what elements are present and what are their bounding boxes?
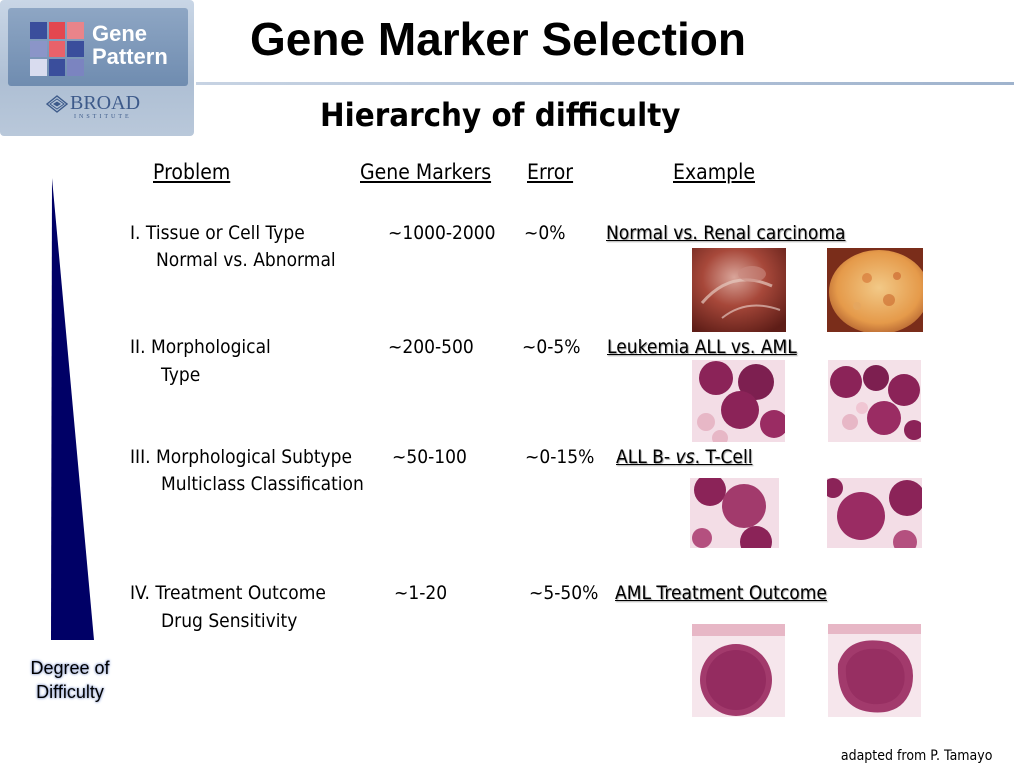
title-divider (196, 82, 1014, 85)
row3-gene-markers: ~50-100 (392, 446, 467, 468)
row3-example: ALL B- vs. T-Cell (616, 446, 752, 468)
row4-example-text: AML Treatment Outcome (615, 582, 827, 604)
logo-grid-square (48, 59, 66, 76)
broad-wordmark: BROAD (70, 92, 141, 114)
row3-example-part3: . T-Cell (694, 446, 753, 468)
slide-subtitle: Hierarchy of difficulty (320, 96, 681, 134)
row3-problem-detail: Multiclass Classification (161, 473, 364, 495)
slide-title: Gene Marker Selection (250, 13, 746, 65)
row4-problem-detail: Drug Sensitivity (161, 610, 298, 632)
row4-gene-markers: ~1-20 (394, 582, 448, 604)
all-t-cell-image (827, 478, 922, 548)
broad-mark-icon (46, 95, 68, 113)
header-example: Example (673, 160, 755, 184)
genepattern-logo-panel: Gene Pattern (8, 8, 188, 86)
logo-grid-square (67, 40, 84, 58)
leukemia-aml-cells-image (828, 360, 921, 442)
header-error: Error (527, 160, 574, 184)
row2-example-text: Leukemia ALL vs. AML (607, 336, 797, 358)
renal-carcinoma-tissue-image (827, 248, 923, 332)
row3-error: ~0-15% (525, 446, 595, 468)
genepattern-wordmark: Gene Pattern (92, 22, 168, 68)
row4-problem: IV. Treatment Outcome (130, 582, 326, 604)
logo-line-pattern: Pattern (92, 44, 168, 69)
row2-example: Leukemia ALL vs. AML (607, 336, 797, 358)
logo-grid-square (48, 40, 66, 58)
genepattern-broad-logo: Gene Pattern BROAD INSTITUTE (0, 0, 194, 136)
genepattern-grid-icon (30, 22, 84, 76)
row2-problem-detail: Type (161, 364, 201, 386)
difficulty-label-line2: Difficulty (36, 682, 104, 702)
row1-example-text: Normal vs. Renal carcinoma (606, 222, 846, 244)
header-problem: Problem (153, 160, 231, 184)
logo-grid-square (48, 22, 66, 39)
source-credit: adapted from P. Tamayo (840, 748, 992, 764)
row4-error: ~5-50% (529, 582, 599, 604)
logo-grid-square (67, 59, 84, 76)
header-gene-markers: Gene Markers (360, 160, 492, 184)
row3-example-part1: ALL B- (616, 446, 676, 468)
row4-example: AML Treatment Outcome (615, 582, 827, 604)
row1-problem: I. Tissue or Cell Type (130, 222, 305, 244)
row3-problem: III. Morphological Subtype (130, 446, 353, 468)
difficulty-wedge (51, 178, 94, 640)
degree-of-difficulty-label: Degree of Difficulty (20, 656, 120, 704)
aml-outcome-cell-image-2 (828, 624, 921, 717)
row1-example: Normal vs. Renal carcinoma (606, 222, 845, 244)
logo-grid-square (30, 59, 47, 76)
row2-problem: II. Morphological (130, 336, 271, 358)
broad-institute-label: INSTITUTE (74, 114, 132, 120)
difficulty-label-line1: Degree of (30, 658, 110, 678)
normal-kidney-tissue-image (692, 248, 786, 332)
leukemia-all-cells-image (692, 360, 785, 442)
row2-gene-markers: ~200-500 (388, 336, 474, 358)
row1-error: ~0% (524, 222, 566, 244)
row1-problem-detail: Normal vs. Abnormal (156, 249, 336, 271)
all-b-cell-image (690, 478, 779, 548)
logo-line-gene: Gene (92, 21, 148, 46)
row1-gene-markers: ~1000-2000 (388, 222, 496, 244)
row3-example-part2: vs (675, 446, 695, 468)
logo-grid-square (30, 40, 47, 58)
aml-outcome-cell-image-1 (692, 624, 785, 717)
logo-grid-square (67, 22, 84, 39)
row2-error: ~0-5% (522, 336, 581, 358)
logo-grid-square (30, 22, 47, 39)
